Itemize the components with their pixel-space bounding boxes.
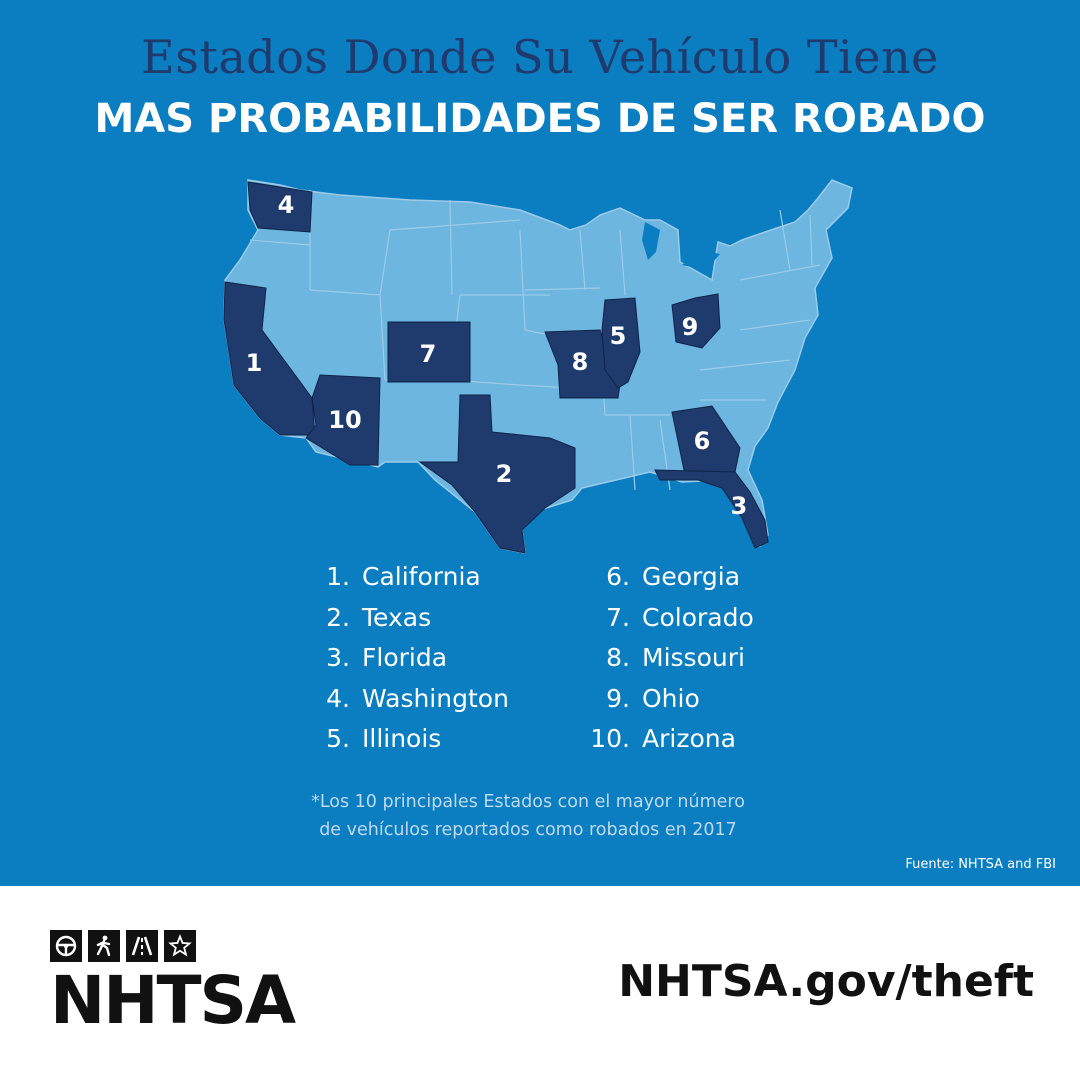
nhtsa-logo: NHTSA	[50, 930, 296, 1039]
state-colorado	[387, 321, 471, 383]
list-item: 3. Florida	[300, 643, 509, 684]
footnote: *Los 10 principales Estados con el mayor…	[311, 792, 745, 840]
state-arizona	[305, 374, 381, 466]
list-item: 9. Ohio	[580, 684, 754, 725]
list-item: 10. Arizona	[580, 724, 754, 765]
great-lakes	[642, 222, 660, 260]
rank-number: 5.	[326, 724, 350, 753]
list-item: 7. Colorado	[580, 603, 754, 644]
great-lakes-2	[682, 250, 720, 270]
rank-number: 4.	[326, 683, 350, 713]
list-item: 5. Illinois	[300, 724, 509, 765]
state-washington	[247, 181, 313, 233]
state-name: Arizona	[642, 724, 736, 753]
state-name: Ohio	[642, 683, 700, 713]
state-name: Missouri	[642, 643, 745, 672]
rank-label-colorado: 7	[420, 340, 437, 368]
list-item: 6. Georgia	[580, 562, 754, 603]
rank-number: 3.	[326, 643, 350, 672]
rank-number: 2.	[326, 602, 350, 632]
rank-label-georgia: 6	[694, 427, 711, 455]
rank-number: 8.	[606, 643, 630, 672]
rank-label-california: 1	[246, 349, 263, 377]
rank-label-washington: 4	[278, 191, 295, 219]
pedestrian-icon	[88, 930, 120, 962]
rank-label-illinois: 5	[610, 322, 627, 350]
state-illinois	[601, 297, 641, 389]
state-california	[223, 281, 316, 436]
state-name: California	[362, 562, 481, 591]
rank-label-texas: 2	[496, 460, 513, 488]
state-texas	[418, 394, 576, 554]
rank-number: 6.	[606, 562, 630, 591]
ranking-column-1: 1. California 2. Texas 3. Florida 4. Washing…	[300, 562, 509, 765]
rank-label-ohio: 9	[682, 313, 699, 341]
rank-label-arizona: 10	[328, 406, 361, 434]
state-name: Colorado	[642, 602, 754, 632]
road-icon	[126, 930, 158, 962]
rank-number: 1.	[326, 562, 350, 591]
steering-wheel-icon	[50, 930, 82, 962]
list-item: 8. Missouri	[580, 643, 754, 684]
rank-labels: 4 1 10 7 2 8 5 9 6 3	[246, 191, 748, 520]
state-name: Washington	[362, 683, 509, 713]
blue-panel: Estados Donde Su Vehículo Tiene MAS PROB…	[0, 0, 1080, 886]
title-line-1: Estados Donde Su Vehículo Tiene	[141, 30, 939, 84]
website-link[interactable]: NHTSA.gov/theft	[618, 956, 1034, 1007]
state-name: Georgia	[642, 562, 741, 591]
rank-number: 10.	[590, 724, 630, 753]
list-item: 4. Washington	[300, 684, 509, 725]
list-item: 1. California	[300, 562, 509, 603]
list-item: 2. Texas	[300, 603, 509, 644]
state-florida	[654, 469, 769, 549]
highlighted-states	[223, 181, 769, 554]
brand-wordmark: NHTSA	[50, 962, 296, 1039]
state-name: Florida	[362, 643, 448, 672]
star-icon	[164, 930, 196, 962]
state-name: Illinois	[362, 724, 442, 753]
ranking-column-2: 6. Georgia 7. Colorado 8. Missouri 9. Ohio 1…	[580, 562, 754, 765]
title-line-2: MAS PROBABILIDADES DE SER ROBADO	[94, 96, 986, 142]
state-georgia	[671, 405, 741, 476]
rank-label-florida: 3	[731, 492, 748, 520]
rank-number: 7.	[606, 602, 630, 632]
state-ohio	[671, 293, 721, 349]
rank-label-missouri: 8	[572, 348, 589, 376]
rank-number: 9.	[606, 683, 630, 713]
state-name: Texas	[362, 602, 432, 632]
source-credit: Fuente: NHTSA and FBI	[905, 857, 1056, 872]
logo-icon-row	[50, 930, 294, 962]
us-map: 4 1 10 7 2 8 5 9 6 3	[223, 179, 853, 554]
